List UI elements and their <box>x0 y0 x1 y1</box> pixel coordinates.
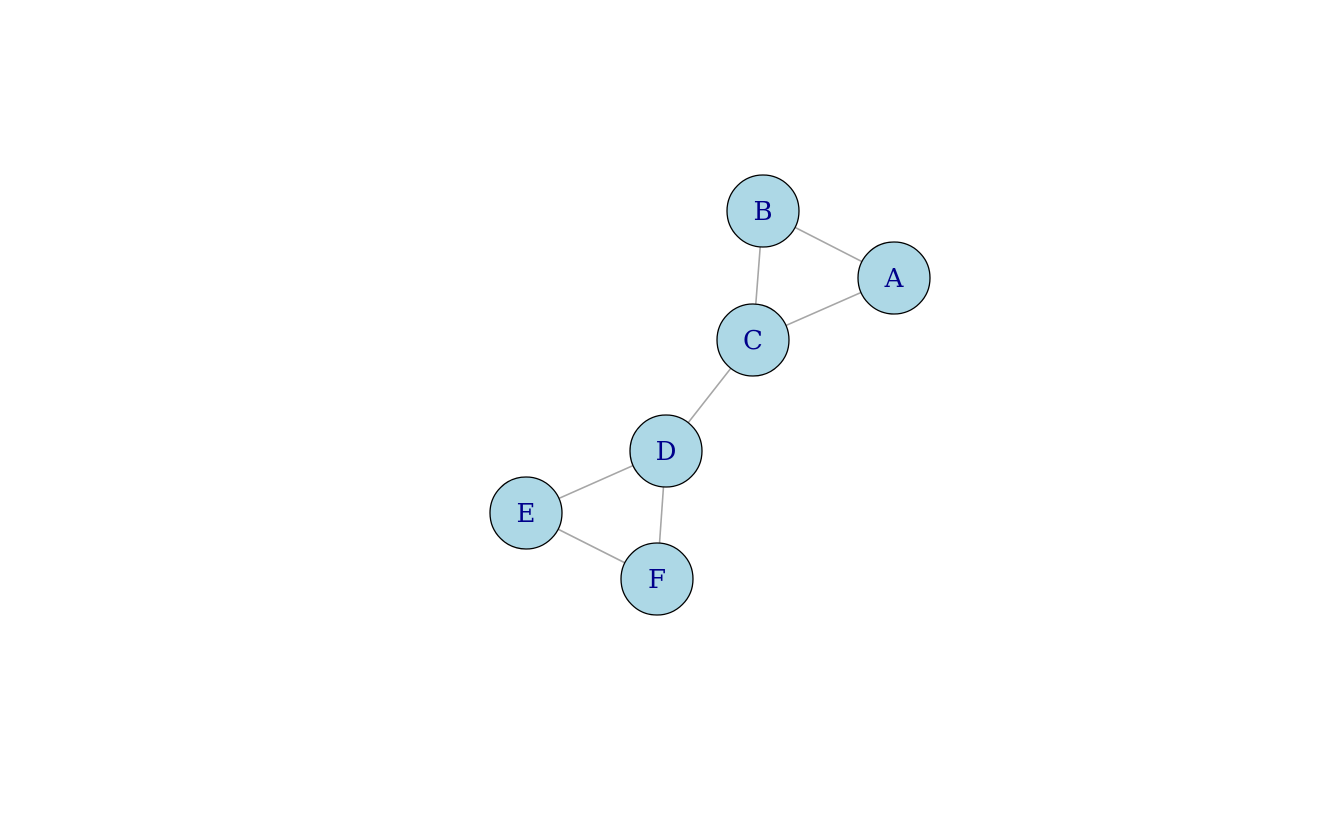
node-c: C <box>716 303 790 377</box>
edges-layer <box>525 210 895 580</box>
node-f-label: F <box>648 565 666 595</box>
node-c-circle <box>716 303 790 377</box>
node-e-label: E <box>517 499 536 529</box>
nodes-layer: A B C D E F <box>489 174 931 616</box>
node-d-circle <box>629 414 703 488</box>
node-b-circle <box>726 174 800 248</box>
node-d: D <box>629 414 703 488</box>
node-a-circle <box>857 241 931 315</box>
node-a: A <box>857 241 931 315</box>
node-c-label: C <box>743 326 763 356</box>
node-f: F <box>620 542 694 616</box>
node-a-label: A <box>884 264 905 294</box>
node-e-circle <box>489 476 563 550</box>
node-b: B <box>726 174 800 248</box>
node-b-label: B <box>753 197 772 227</box>
node-d-label: D <box>656 437 677 467</box>
node-f-circle <box>620 542 694 616</box>
node-e: E <box>489 476 563 550</box>
